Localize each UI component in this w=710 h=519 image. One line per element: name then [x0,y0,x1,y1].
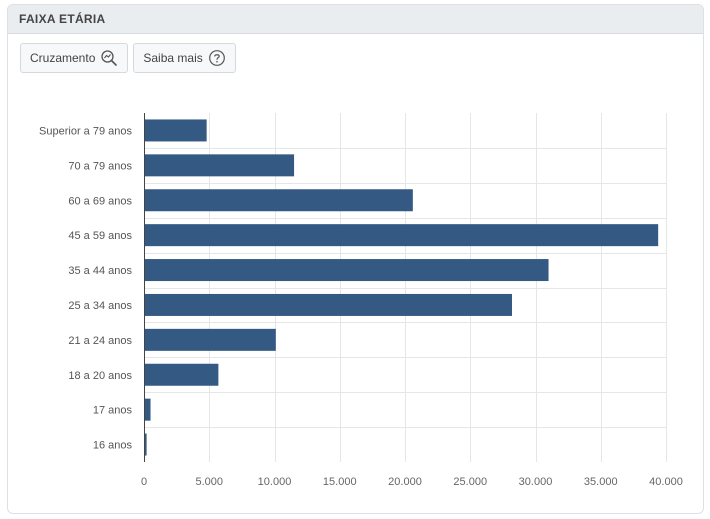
bar [144,259,549,282]
crossing-label: Cruzamento [30,51,96,65]
category-label: 45 a 59 anos [68,230,132,242]
category-label: 21 a 24 anos [68,335,132,347]
panel-title: FAIXA ETÁRIA [19,12,106,26]
learn-more-label: Saiba mais [143,51,203,65]
category-label: 35 a 44 anos [68,265,132,277]
category-label: Superior a 79 anos [39,125,132,137]
bar [144,328,276,351]
bar [144,189,413,212]
crossing-button[interactable]: Cruzamento [20,43,129,73]
zoom-chart-icon [100,49,118,67]
x-tick-label: 35.000 [584,476,618,488]
bar [144,398,151,421]
category-label: 70 a 79 anos [68,160,132,172]
bar [144,119,207,142]
chart-toolbar: Cruzamento Saiba mais [20,43,236,73]
bar [144,224,659,247]
learn-more-button[interactable]: Saiba mais [133,43,236,73]
x-tick-label: 10.000 [258,476,292,488]
question-circle-icon [208,49,226,67]
category-label: 60 a 69 anos [68,195,132,207]
x-tick-label: 5.000 [195,476,223,488]
age-range-panel: FAIXA ETÁRIA Cruzamento Saiba mais [7,4,704,514]
bar [144,293,513,316]
bar [144,433,147,456]
x-tick-label: 40.000 [649,476,683,488]
category-label: 25 a 34 anos [68,300,132,312]
panel-header: FAIXA ETÁRIA [8,5,703,34]
category-label: 17 anos [93,405,133,417]
x-tick-label: 0 [141,476,147,488]
x-tick-label: 30.000 [519,476,553,488]
category-label: 16 anos [93,440,133,452]
x-tick-label: 20.000 [388,476,422,488]
bar [144,363,219,386]
x-tick-label: 15.000 [323,476,357,488]
x-tick-label: 25.000 [453,476,487,488]
category-label: 18 a 20 anos [68,370,132,382]
bar [144,154,295,177]
